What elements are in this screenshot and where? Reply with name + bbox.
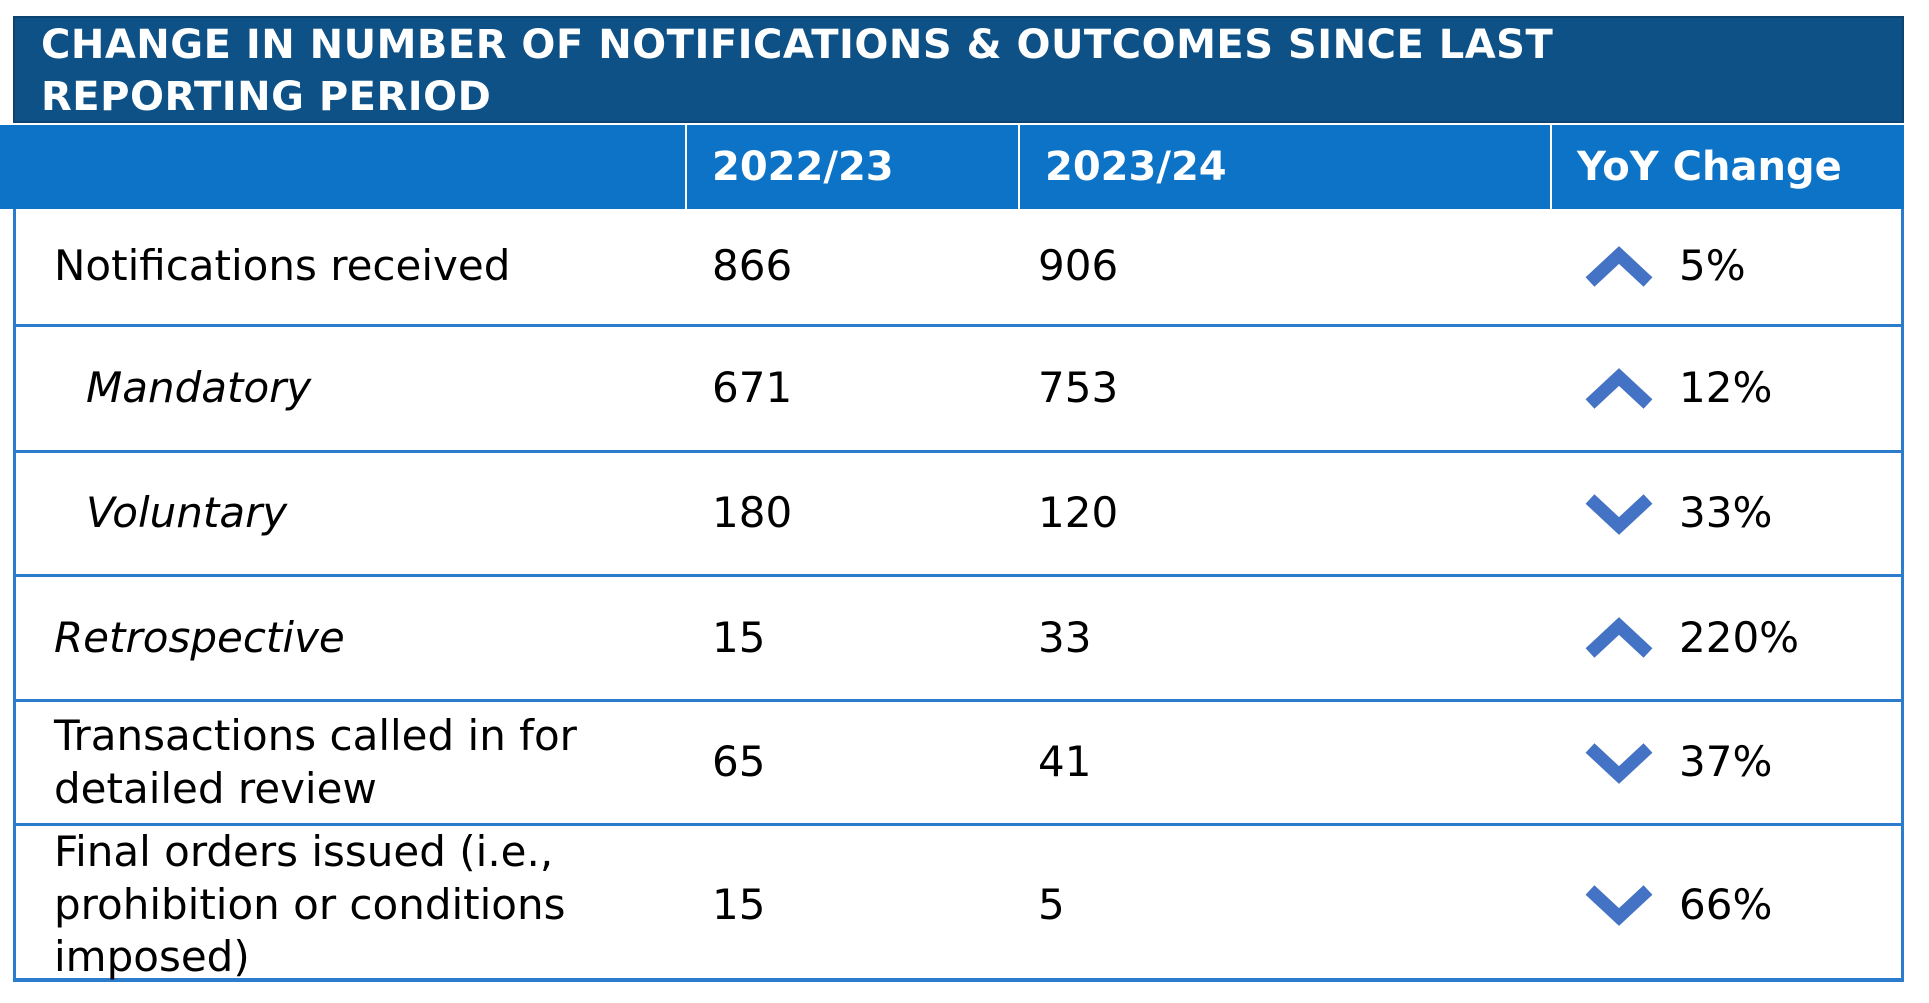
table-row-voluntary: Voluntary 180 120 33% (16, 453, 1901, 577)
yoy-change-cell: 33% (1550, 453, 1901, 574)
value-2022-23: 180 (712, 488, 793, 538)
table-row-transactions-called-in: Transactions called in for detailed revi… (16, 702, 1901, 826)
row-label: Retrospective (54, 612, 345, 662)
chevron-down-icon (1583, 882, 1655, 928)
yoy-change-cell: 5% (1550, 209, 1901, 324)
row-label: Final orders issued (i.e., prohibition o… (54, 827, 566, 981)
header-cell-2022-23: 2022/23 (685, 125, 1018, 209)
row-label: Mandatory (86, 363, 312, 413)
table-row-retrospective: Retrospective 15 33 220% (16, 577, 1901, 702)
value-2023-24: 120 (1038, 488, 1119, 538)
row-label: Transactions called in for detailed revi… (54, 711, 577, 813)
chevron-up-icon (1583, 366, 1655, 412)
table-title-bar: CHANGE IN NUMBER OF NOTIFICATIONS & OUTC… (13, 16, 1904, 123)
yoy-change-cell: 66% (1550, 826, 1901, 984)
header-cell-blank (0, 125, 685, 209)
yoy-change-value: 5% (1679, 241, 1746, 291)
value-2023-24: 33 (1038, 612, 1092, 662)
yoy-change-value: 37% (1679, 737, 1773, 787)
row-label: Notifications received (54, 241, 511, 291)
chevron-down-icon (1583, 740, 1655, 786)
chevron-up-icon (1583, 615, 1655, 661)
table-body: Notifications received 866 906 5% Mandat… (13, 209, 1904, 982)
value-2023-24: 41 (1038, 737, 1092, 787)
value-2022-23: 65 (712, 737, 766, 787)
yoy-change-cell: 37% (1550, 702, 1901, 823)
yoy-change-value: 220% (1679, 612, 1800, 662)
chevron-up-icon (1583, 244, 1655, 290)
table-row-notifications-received: Notifications received 866 906 5% (16, 209, 1901, 327)
chevron-down-icon (1583, 491, 1655, 537)
table-row-mandatory: Mandatory 671 753 12% (16, 327, 1901, 453)
yoy-change-cell: 12% (1550, 327, 1901, 450)
value-2023-24: 5 (1038, 879, 1065, 929)
table-title: CHANGE IN NUMBER OF NOTIFICATIONS & OUTC… (41, 21, 1554, 120)
yoy-change-value: 33% (1679, 488, 1773, 538)
yoy-change-value: 12% (1679, 363, 1773, 413)
value-2023-24: 906 (1038, 241, 1119, 291)
value-2022-23: 671 (712, 363, 793, 413)
yoy-change-value: 66% (1679, 879, 1773, 929)
header-cell-2023-24: 2023/24 (1018, 125, 1550, 209)
value-2022-23: 15 (712, 879, 766, 929)
value-2023-24: 753 (1038, 363, 1119, 413)
yoy-change-cell: 220% (1550, 577, 1901, 699)
header-cell-yoy-change: YoY Change (1550, 125, 1904, 209)
table-row-final-orders-issued: Final orders issued (i.e., prohibition o… (16, 826, 1901, 981)
value-2022-23: 15 (712, 612, 766, 662)
table-header-row: 2022/23 2023/24 YoY Change (0, 125, 1904, 209)
row-label: Voluntary (86, 488, 288, 538)
value-2022-23: 866 (712, 241, 793, 291)
